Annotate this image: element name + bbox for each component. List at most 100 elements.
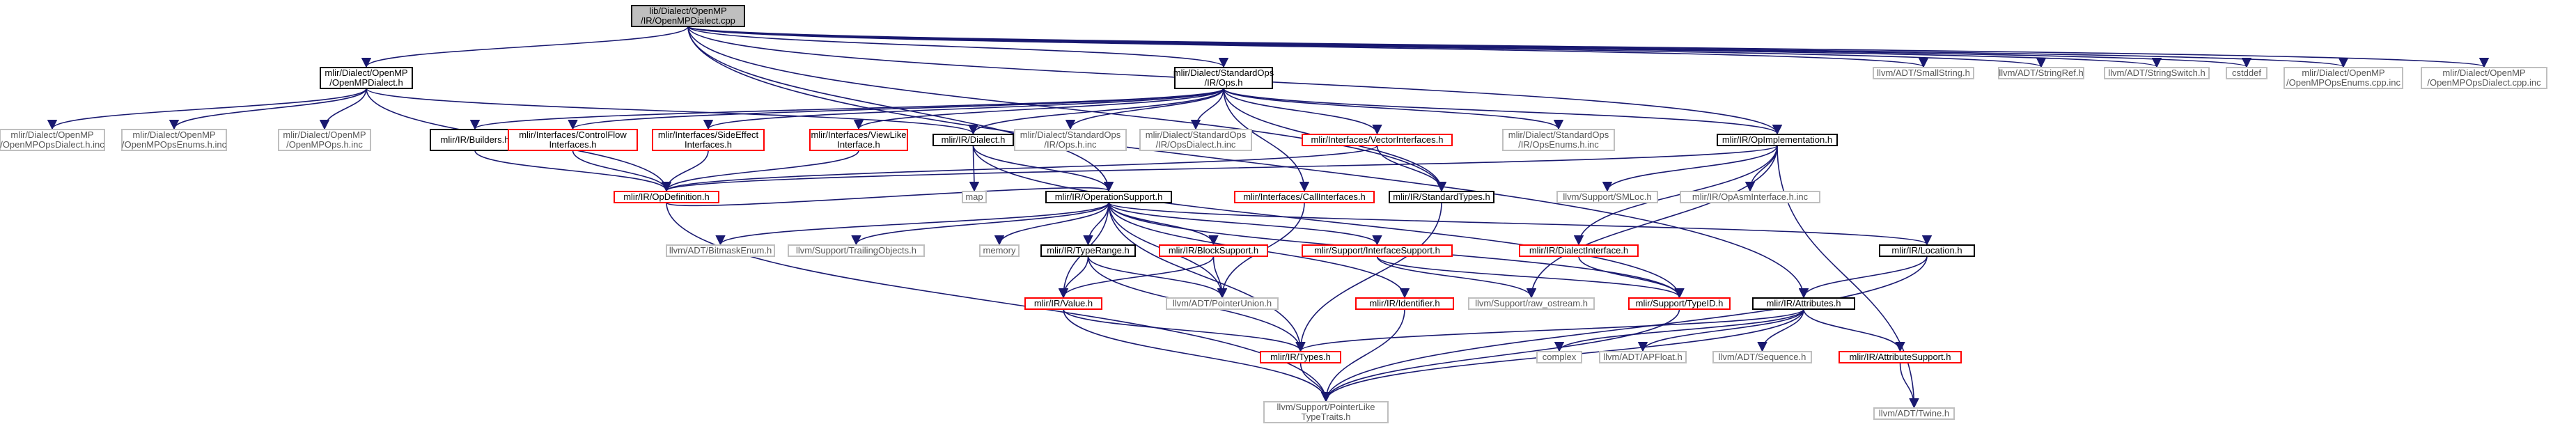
node-attributes[interactable]: mlir/IR/Attributes.h	[1752, 297, 1855, 310]
edge-opsupport-to-location	[1108, 202, 1932, 246]
node-box	[666, 244, 775, 257]
node-stdopsdialect_inc: mlir/Dialect/StandardOps/IR/OpsDialect.h…	[1139, 129, 1252, 151]
edge-stdops_h-to-controlflow	[568, 88, 1224, 130]
node-opimpl[interactable]: mlir/IR/OpImplementation.h	[1717, 134, 1838, 146]
edge-root-to-stdops_h	[687, 26, 1228, 68]
node-label: llvm/ADT/StringSwitch.h	[2108, 68, 2205, 78]
node-label: /IR/OpsEnums.h.inc	[1518, 139, 1599, 150]
node-stringswitch: llvm/ADT/StringSwitch.h	[2104, 67, 2210, 79]
node-types[interactable]: mlir/IR/Types.h	[1260, 351, 1341, 363]
edge-vectorif-to-stdtypes	[1376, 145, 1447, 192]
node-box	[1712, 351, 1812, 363]
edge-stdops_h-to-stdops_inc	[1065, 88, 1224, 130]
node-box	[1174, 67, 1273, 89]
node-label: llvm/Support/PointerLike	[1277, 402, 1375, 412]
node-dialect_h[interactable]: mlir/IR/Dialect.h	[932, 134, 1014, 146]
node-label: mlir/IR/DialectInterface.h	[1529, 245, 1628, 256]
node-box	[508, 129, 638, 151]
edge-typeid-to-ptrlike	[1320, 308, 1680, 402]
node-ompopsenums_h: mlir/Dialect/OpenMP/OpenMPOpsEnums.h.inc	[121, 129, 227, 151]
node-box	[1717, 134, 1838, 146]
node-ompopsdialect_h: mlir/Dialect/OpenMP/OpenMPOpsDialect.h.i…	[0, 129, 105, 151]
edge-dialectif-to-typeid	[1578, 256, 1685, 299]
edge-location-to-ptrlike	[1320, 256, 1928, 402]
edge-attributes-to-sequence	[1757, 308, 1804, 352]
node-box	[1536, 351, 1582, 363]
node-box	[1519, 244, 1639, 257]
edge-ifsupport-to-typeid	[1376, 256, 1685, 299]
node-box	[1024, 297, 1102, 310]
edge-location-to-attributes	[1798, 256, 1928, 299]
node-blocksupport[interactable]: mlir/IR/BlockSupport.h	[1159, 244, 1268, 257]
edge-dialect_h-to-typeid	[972, 145, 1685, 299]
node-label: mlir/IR/Value.h	[1034, 298, 1093, 308]
node-typerange[interactable]: mlir/IR/TypeRange.h	[1040, 244, 1136, 257]
edge-opimpl-to-opdefinition	[662, 145, 1778, 192]
node-label: llvm/Support/SMLoc.h	[1563, 191, 1651, 202]
node-label: llvm/ADT/SmallString.h	[1877, 68, 1970, 78]
node-ompdialect_h[interactable]: mlir/Dialect/OpenMP/OpenMPDialect.h	[320, 67, 413, 89]
node-stdops_h[interactable]: mlir/Dialect/StandardOps/IR/Ops.h	[1173, 67, 1274, 89]
node-box	[932, 134, 1014, 146]
edge-stdops_h-to-vectorif	[1223, 88, 1382, 135]
node-box	[1260, 351, 1341, 363]
node-label: mlir/Support/InterfaceSupport.h	[1314, 245, 1440, 256]
node-label: mlir/Dialect/OpenMP	[283, 130, 366, 140]
node-callif[interactable]: mlir/Interfaces/CallInterfaces.h	[1234, 191, 1375, 203]
node-label: llvm/ADT/StringRef.h	[1999, 68, 2083, 78]
node-value[interactable]: mlir/IR/Value.h	[1024, 297, 1102, 310]
node-label: mlir/Dialect/OpenMP	[2442, 68, 2525, 78]
node-ifsupport[interactable]: mlir/Support/InterfaceSupport.h	[1302, 244, 1453, 257]
edge-root-to-attributes	[687, 26, 1809, 299]
edge-value-to-types	[1063, 308, 1306, 352]
node-box	[1628, 297, 1731, 310]
node-label: mlir/IR/BlockSupport.h	[1169, 245, 1258, 256]
node-box	[1355, 297, 1454, 310]
node-label: /OpenMPDialect.h	[329, 77, 403, 88]
node-label: mlir/IR/OperationSupport.h	[1055, 191, 1163, 202]
node-box	[1468, 297, 1595, 310]
node-vectorif[interactable]: mlir/Interfaces/VectorInterfaces.h	[1302, 134, 1453, 146]
node-label: mlir/Interfaces/SideEffect	[658, 130, 759, 140]
node-label: llvm/ADT/APFloat.h	[1603, 352, 1682, 362]
node-box	[962, 191, 987, 203]
node-location[interactable]: mlir/IR/Location.h	[1879, 244, 1975, 257]
edge-attributes-to-apfloat	[1637, 308, 1804, 352]
node-box	[1159, 244, 1268, 257]
edge-opimpl-to-dialectif	[1573, 145, 1778, 246]
node-box	[1998, 67, 2084, 79]
node-label: mlir/IR/OpImplementation.h	[1722, 134, 1832, 145]
node-label: cstddef	[2232, 68, 2261, 78]
node-opsupport[interactable]: mlir/IR/OperationSupport.h	[1045, 191, 1172, 203]
node-dialectif[interactable]: mlir/IR/DialectInterface.h	[1519, 244, 1639, 257]
node-identifier[interactable]: mlir/IR/Identifier.h	[1355, 297, 1454, 310]
node-box	[278, 129, 371, 151]
node-label: /OpenMPOpsDialect.cpp.inc	[2427, 77, 2541, 88]
node-label: mlir/Dialect/StandardOps	[1146, 130, 1247, 140]
node-label: mlir/Interfaces/CallInterfaces.h	[1243, 191, 1366, 202]
node-opdefinition[interactable]: mlir/IR/OpDefinition.h	[614, 191, 719, 203]
node-twine: llvm/ADT/Twine.h	[1873, 407, 1955, 420]
node-box	[1873, 407, 1955, 420]
node-complex: complex	[1536, 351, 1582, 363]
node-ompenums_cpp: mlir/Dialect/OpenMP/OpenMPOpsEnums.cpp.i…	[2284, 67, 2403, 89]
node-box	[1040, 244, 1136, 257]
node-builders[interactable]: mlir/IR/Builders.h	[430, 129, 520, 151]
node-smallstring: llvm/ADT/SmallString.h	[1873, 67, 1974, 79]
node-attrsupport[interactable]: mlir/IR/AttributeSupport.h	[1839, 351, 1962, 363]
node-typeid[interactable]: mlir/Support/TypeID.h	[1628, 297, 1731, 310]
node-label: mlir/Dialect/StandardOps	[1173, 68, 1274, 78]
node-stdtypes[interactable]: mlir/IR/StandardTypes.h	[1389, 191, 1494, 203]
node-label: mlir/IR/Attributes.h	[1767, 298, 1841, 308]
edge-opsupport-to-trailingobj	[851, 202, 1109, 246]
node-label: mlir/IR/TypeRange.h	[1047, 245, 1130, 256]
node-box	[614, 191, 719, 203]
edge-opsupport-to-ifsupport	[1108, 202, 1382, 246]
node-label: /OpenMPOpsEnums.cpp.inc	[2286, 77, 2401, 88]
node-label: mlir/IR/Location.h	[1891, 245, 1962, 256]
edge-blocksupport-to-pointerunion	[1212, 256, 1228, 299]
node-map: map	[962, 191, 987, 203]
